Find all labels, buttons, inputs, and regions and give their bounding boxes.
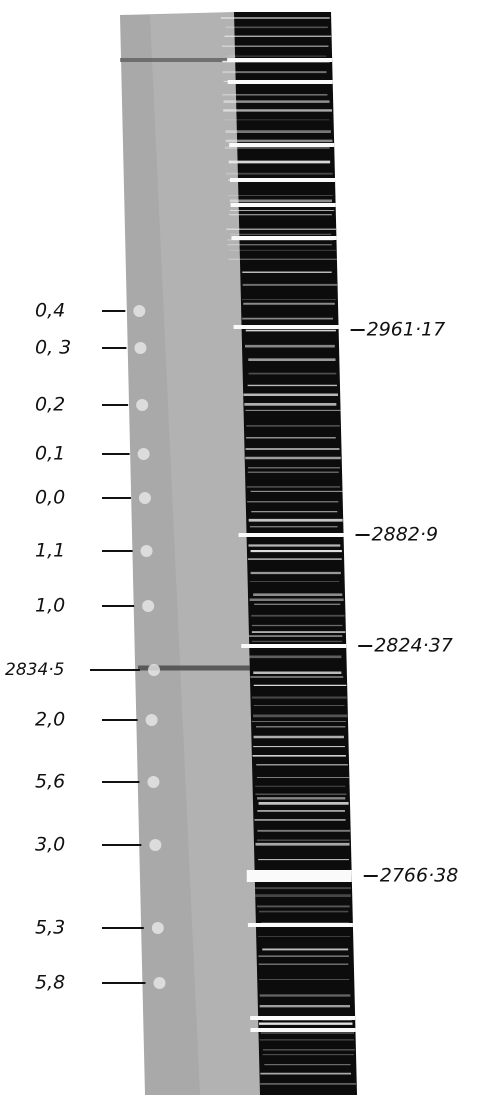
left-label: 0,4 <box>35 300 65 322</box>
plate-spot <box>138 492 151 504</box>
left-label: 2834·5 <box>5 660 64 680</box>
plate-spot <box>148 664 160 676</box>
spectral-lines <box>220 17 356 1085</box>
right-label: 2882·9 <box>372 524 438 546</box>
labels: 0,4 0, 3 0,2 0,1 0,0 1,1 1,0 2834·5 2,0 5,6 3,0 5,3… <box>5 300 458 994</box>
left-label: 5,3 <box>35 917 65 939</box>
left-label: 1,1 <box>35 540 65 562</box>
plate-spot <box>147 776 160 788</box>
left-label: 0,1 <box>35 443 65 465</box>
left-label: 3,0 <box>35 834 65 856</box>
right-label: 2961·17 <box>367 319 446 341</box>
left-label: 5,8 <box>35 972 65 994</box>
plate-spot <box>142 600 155 612</box>
left-label: 1,0 <box>35 595 65 617</box>
left-label: 0,2 <box>35 394 65 416</box>
plate-highlight <box>150 12 262 1095</box>
plate-spot <box>134 342 147 354</box>
right-label: 2824·37 <box>374 635 453 657</box>
left-label: 0, 3 <box>35 337 71 359</box>
left-label: 0,0 <box>35 487 65 509</box>
spectrum-strip <box>234 12 357 1095</box>
left-label: 5,6 <box>35 771 65 793</box>
plate-spot <box>136 399 149 411</box>
right-label: 2766·38 <box>380 865 459 887</box>
plate-spot <box>140 545 153 557</box>
left-label: 2,0 <box>35 709 65 731</box>
plate-spot <box>149 839 162 851</box>
plate-spot <box>153 977 166 989</box>
plate-spot <box>137 448 150 460</box>
plate-spot <box>145 714 158 726</box>
plate-spot <box>133 305 146 317</box>
plate-spot <box>151 922 164 934</box>
